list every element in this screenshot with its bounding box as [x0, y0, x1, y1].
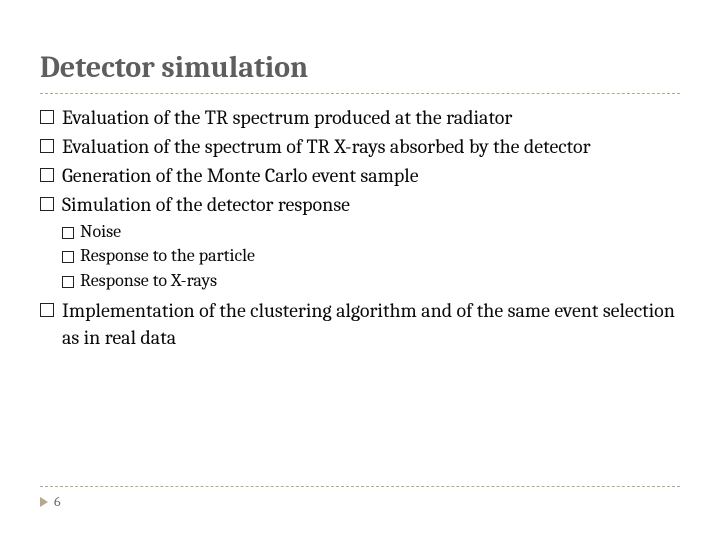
slide-footer: 6 [40, 486, 680, 510]
footer-divider [40, 486, 680, 487]
bullet-item: Implementation of the clustering algorit… [40, 297, 680, 351]
bullet-item: Generation of the Monte Carlo event samp… [40, 162, 680, 189]
sub-bullet-item: Noise [62, 220, 680, 244]
bullet-item: Evaluation of the TR spectrum produced a… [40, 104, 680, 131]
sub-bullet-item: Response to the particle [62, 244, 680, 268]
bullet-item: Evaluation of the spectrum of TR X-rays … [40, 133, 680, 160]
bullet-list: Evaluation of the TR spectrum produced a… [40, 104, 680, 351]
slide-title: Detector simulation [40, 50, 680, 85]
arrow-icon [40, 497, 48, 507]
sub-bullet-list: Noise Response to the particle Response … [40, 220, 680, 293]
page-number-wrap: 6 [40, 493, 680, 510]
slide-content: Detector simulation Evaluation of the TR… [0, 0, 720, 351]
title-divider [40, 93, 680, 94]
page-number: 6 [54, 493, 61, 510]
bullet-item: Simulation of the detector response [40, 191, 680, 218]
sub-bullet-item: Response to X-rays [62, 269, 680, 293]
